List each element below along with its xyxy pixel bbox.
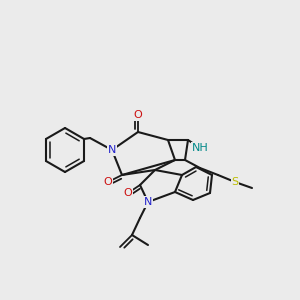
Text: NH: NH	[192, 143, 208, 153]
Text: N: N	[144, 197, 152, 207]
Text: O: O	[103, 177, 112, 187]
Text: S: S	[231, 177, 239, 187]
Text: O: O	[124, 188, 132, 198]
Text: O: O	[134, 110, 142, 120]
Text: N: N	[108, 145, 116, 155]
